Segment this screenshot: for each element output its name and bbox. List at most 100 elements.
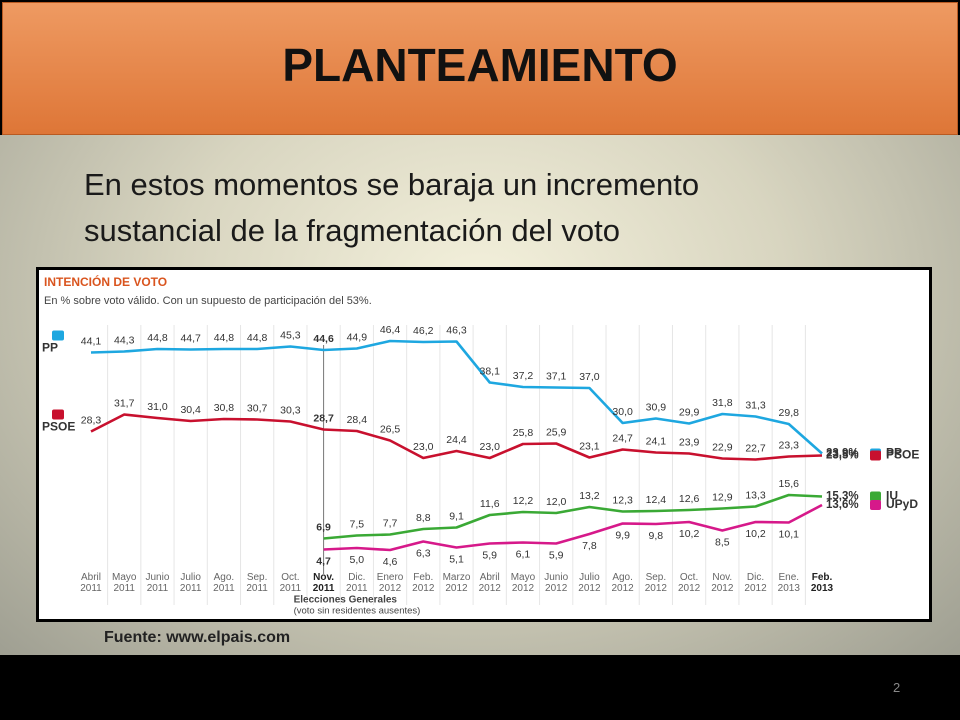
data-label: 10,1 (779, 528, 800, 540)
data-label: 5,1 (449, 553, 464, 565)
data-label: 37,2 (513, 370, 534, 382)
data-label: 26,5 (380, 423, 401, 435)
data-label: 28,7 (313, 412, 334, 424)
data-label: 22,9 (712, 441, 733, 453)
legend-label: IU (886, 489, 898, 503)
data-label: 12,0 (546, 496, 567, 508)
x-tick-label: Ago. 2011 (213, 572, 235, 594)
body-text: En estos momentos se baraja un increment… (84, 167, 700, 202)
data-label: 29,9 (679, 406, 700, 418)
body-text: sustancial de la fragmentación del voto (84, 213, 620, 248)
annotation: Elecciones Generales (294, 595, 398, 606)
chart-frame (36, 267, 932, 622)
data-label: 15,6 (779, 478, 800, 490)
data-label: 6,1 (516, 548, 531, 560)
data-label: 31,7 (114, 397, 135, 409)
data-label: 6,3 (416, 547, 431, 559)
data-label: 23,0 (480, 441, 501, 453)
data-label: 30,0 (612, 406, 633, 418)
legend-icon (52, 330, 64, 341)
data-label: 44,8 (247, 332, 268, 344)
x-tick-label: Junio 2011 (145, 572, 170, 594)
data-label: 7,5 (350, 518, 365, 530)
x-tick-label: Nov. 2011 (312, 572, 335, 594)
data-label: 24,7 (612, 432, 633, 444)
data-label: 46,2 (413, 325, 434, 337)
data-label: 5,9 (482, 549, 497, 561)
data-label: 44,6 (313, 333, 334, 345)
data-label: 25,9 (546, 426, 567, 438)
data-label: 44,9 (347, 331, 368, 343)
data-label: 44,1 (81, 335, 102, 347)
data-label: 24,1 (646, 435, 667, 447)
data-label: 37,1 (546, 370, 567, 382)
data-label: 9,1 (449, 510, 464, 522)
data-label: 5,9 (549, 549, 564, 561)
data-label: 44,3 (114, 334, 135, 346)
x-tick-label: Oct. 2012 (677, 572, 701, 594)
legend-icon (870, 491, 881, 502)
data-label: 13,2 (579, 490, 600, 502)
data-label: 30,3 (280, 404, 301, 416)
data-label: 11,6 (480, 498, 500, 510)
data-label: 23,1 (579, 440, 600, 452)
annotation: (voto sin residentes ausentes) (294, 606, 421, 617)
legend-label: PP (886, 446, 902, 460)
data-label: 9,9 (615, 529, 630, 541)
x-tick-label: Julio 2012 (578, 572, 601, 594)
data-label: 12,6 (679, 493, 700, 505)
data-label: 23,5% (826, 450, 859, 462)
legend-icon (870, 500, 881, 510)
x-tick-label: Nov. 2012 (711, 572, 734, 594)
legend-label: PSOE (886, 448, 919, 462)
series-line (90, 339, 823, 455)
data-label: 46,3 (446, 324, 467, 336)
data-label: 12,2 (513, 495, 534, 507)
slide-title: PLANTEAMIENTO (282, 39, 678, 91)
data-label: 8,8 (416, 512, 431, 524)
data-label: 31,3 (745, 399, 766, 411)
page-number: 2 (893, 680, 901, 695)
data-label: 31,0 (147, 401, 168, 413)
data-label: 30,9 (646, 401, 667, 413)
data-label: 10,2 (679, 528, 700, 540)
data-label: 6,9 (316, 521, 331, 533)
data-label: 23,9 (679, 436, 700, 448)
data-label: 44,8 (147, 332, 168, 344)
x-tick-label: Ago. 2012 (611, 572, 634, 594)
data-label: 13,3 (745, 489, 766, 501)
data-label: 4,7 (316, 555, 331, 567)
data-label: 15,3% (826, 491, 859, 503)
data-label: 30,4 (180, 404, 201, 416)
data-label: 30,7 (247, 402, 268, 414)
legend-label: PSOE (42, 420, 75, 434)
x-tick-label: Sep. 2012 (644, 572, 667, 594)
data-label: 4,6 (383, 556, 398, 568)
chart-title: INTENCIÓN DE VOTO (44, 274, 167, 289)
x-tick-label: Feb. 2013 (810, 572, 834, 594)
legend-label: PP (42, 341, 58, 355)
data-label: 38,1 (480, 365, 501, 377)
data-label: 8,5 (715, 536, 730, 548)
x-tick-label: Dic. 2012 (744, 572, 767, 594)
x-tick-label: Mayo 2012 (510, 572, 536, 594)
data-label: 28,3 (81, 414, 102, 426)
data-label: 10,2 (745, 528, 766, 540)
data-label: 45,3 (280, 329, 301, 341)
data-label: 23,3 (779, 439, 800, 451)
data-label: 44,7 (180, 332, 201, 344)
x-tick-label: Enero 2012 (376, 572, 404, 594)
data-label: 29,8 (779, 407, 800, 419)
data-label: 31,8 (712, 397, 733, 409)
x-tick-label: Oct. 2011 (279, 572, 302, 594)
data-label: 12,9 (712, 491, 733, 503)
x-tick-label: Julio 2011 (179, 572, 202, 594)
x-tick-label: Abril 2011 (80, 572, 102, 594)
data-label: 44,8 (214, 332, 235, 344)
data-label: 23,9% (826, 448, 859, 460)
series-line (90, 413, 823, 461)
title-banner (2, 2, 958, 135)
data-label: 9,8 (649, 530, 664, 542)
